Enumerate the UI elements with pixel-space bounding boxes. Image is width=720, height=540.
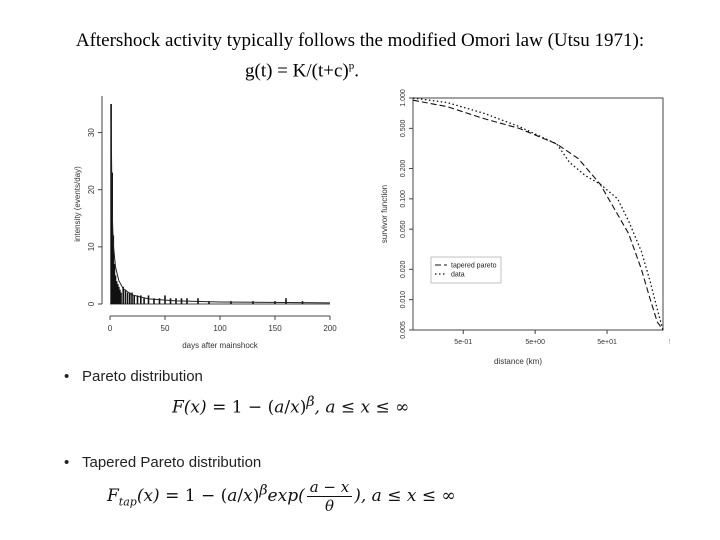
intensity-bar — [126, 292, 129, 304]
y-axis-label: survivor function — [380, 185, 389, 243]
y-tick-label: 20 — [87, 185, 96, 194]
intensity-bar — [147, 295, 150, 304]
x-axis-label: distance (km) — [494, 357, 542, 366]
intensity-bar — [153, 298, 155, 304]
formula-end: . — [354, 60, 359, 82]
intensity-bar — [129, 292, 131, 304]
formula-base: g(t) = K/(t+c) — [245, 60, 349, 82]
formula-exponent: p — [348, 60, 355, 72]
omori-intensity-chart: 0 10 20 30 0 50 100 150 200 days after mainshock i… — [73, 96, 337, 350]
y-tick-label: 0.050 — [400, 220, 407, 238]
intensity-bar — [118, 286, 120, 304]
bullet-tapered-label: Tapered Pareto distribution — [82, 454, 262, 471]
bullet-pareto-label: Pareto distribution — [82, 368, 203, 385]
intensity-bar — [111, 172, 113, 304]
y-tick-label: 0 — [87, 301, 96, 306]
y-tick-label: 0.100 — [400, 190, 407, 208]
y-tick-label: 10 — [87, 242, 96, 251]
intensity-bar — [115, 281, 118, 304]
intensity-bar — [112, 235, 115, 304]
x-tick-label: 5e+00 — [525, 339, 545, 346]
intensity-bar — [133, 295, 135, 304]
intensity-bar — [122, 286, 124, 304]
intensity-bar — [143, 298, 145, 304]
legend-label: data — [451, 272, 465, 279]
omori-fit-line — [110, 121, 331, 304]
pareto-equation: F(x) = 1 − (a/x)β, a ≤ x ≤ ∞ — [172, 394, 410, 418]
intensity-bar — [119, 289, 121, 304]
slide-heading: Aftershock activity typically follows th… — [75, 30, 645, 51]
series-line-data — [412, 97, 664, 331]
intensity-bar — [208, 301, 210, 304]
x-tick-label: 0 — [108, 324, 113, 333]
intensity-bar — [114, 275, 117, 304]
intensity-bar — [169, 298, 172, 304]
x-tick-label: 100 — [213, 324, 227, 333]
survivor-function-chart: 0.005 0.010 0.020 0.050 0.100 0.200 0.500 1.000… — [380, 89, 670, 366]
x-tick-label: 5e+02 — [669, 339, 670, 346]
intensity-bar — [110, 104, 112, 304]
omori-formula: g(t) = K/(t+c)p. — [245, 60, 359, 82]
y-tick-label: 0.005 — [400, 321, 407, 339]
y-tick-label: 0.010 — [400, 291, 407, 309]
legend-label: tapered pareto — [451, 263, 497, 270]
bullet-pareto: • Pareto distribution — [64, 368, 203, 385]
y-tick-label: 0.020 — [400, 260, 407, 278]
legend-box — [430, 256, 502, 284]
intensity-bar — [158, 298, 161, 304]
bullet-tapered-pareto: • Tapered Pareto distribution — [64, 454, 262, 471]
series-line-tapered-pareto — [412, 99, 664, 331]
y-tick-label: 0.500 — [400, 119, 407, 137]
intensity-bar — [116, 284, 119, 304]
y-tick-label: 1.000 — [400, 89, 407, 107]
x-tick-label: 200 — [323, 324, 337, 333]
x-tick-label: 5e+01 — [597, 339, 617, 346]
tapered-pareto-equation: Ftap(x) = 1 − (a/x)βexp(a − x θ), a ≤ x ≤… — [107, 478, 456, 515]
intensity-bar — [120, 292, 122, 304]
y-tick-label: 0.200 — [400, 160, 407, 178]
intensity-bar — [113, 264, 116, 304]
x-axis-label: days after mainshock — [182, 341, 259, 350]
intensity-bar — [124, 289, 127, 304]
intensity-bar — [140, 295, 142, 304]
intensity-bar — [136, 295, 139, 304]
x-tick-label: 150 — [268, 324, 282, 333]
intensity-bar — [131, 292, 133, 304]
y-axis-label: intensity (events/day) — [73, 166, 82, 242]
x-tick-label: 5e-01 — [454, 339, 472, 346]
intensity-bar — [285, 298, 287, 304]
x-tick-label: 50 — [161, 324, 170, 333]
plot-frame — [412, 97, 664, 331]
y-tick-label: 30 — [87, 128, 96, 137]
